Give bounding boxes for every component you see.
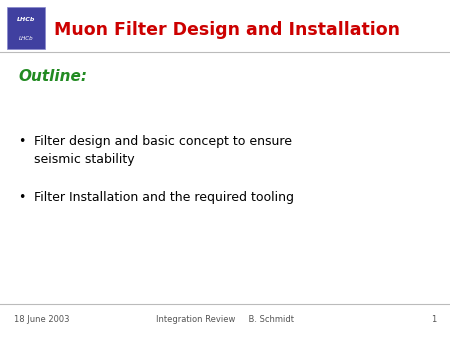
Text: 1: 1 [431,315,436,324]
Text: LHCb: LHCb [18,36,33,41]
Text: Integration Review     B. Schmidt: Integration Review B. Schmidt [156,315,294,324]
Text: Outline:: Outline: [18,69,87,83]
Text: Filter Installation and the required tooling: Filter Installation and the required too… [34,191,294,204]
Text: LHCb: LHCb [17,17,35,22]
Text: 18 June 2003: 18 June 2003 [14,315,69,324]
Text: •: • [18,191,25,204]
Text: Muon Filter Design and Installation: Muon Filter Design and Installation [54,21,400,39]
Text: •: • [18,135,25,148]
FancyBboxPatch shape [7,7,45,49]
Text: Filter design and basic concept to ensure
seismic stability: Filter design and basic concept to ensur… [34,135,292,166]
